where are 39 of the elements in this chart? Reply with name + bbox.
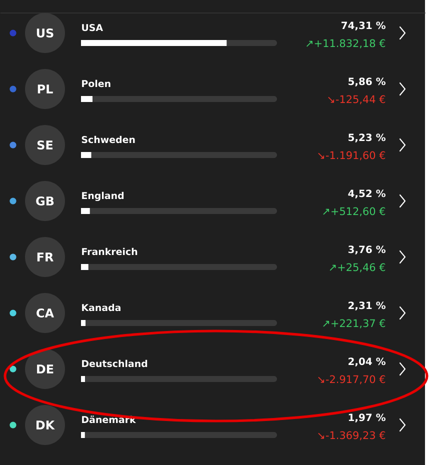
text: GB — [36, 196, 54, 206]
text: ↘-1.369,23 € — [318, 431, 386, 440]
data-label: 5,86 % — [348, 78, 386, 86]
text: ↘-125,44 € — [328, 95, 386, 104]
text: CA — [36, 308, 54, 318]
bar — [81, 152, 92, 158]
bar — [81, 320, 86, 326]
y-tick-label: Polen — [82, 80, 110, 88]
bar — [81, 432, 85, 438]
text: DK — [36, 420, 55, 430]
bar — [81, 208, 90, 214]
text: ↘-1.191,60 € — [318, 151, 386, 160]
bar — [81, 96, 92, 102]
y-tick-label: England — [82, 192, 124, 202]
data-label: 3,76 % — [348, 246, 386, 254]
data-label: 74,31 % — [342, 22, 386, 30]
text: DE — [37, 364, 54, 374]
text: PL — [38, 84, 53, 94]
text: ↗+512,60 € — [323, 207, 386, 216]
data-label: 2,04 % — [348, 358, 386, 366]
data-label: 4,52 % — [348, 190, 386, 198]
bar — [81, 264, 88, 270]
text: US — [36, 28, 54, 38]
text: ↘-2.917,70 € — [318, 375, 386, 384]
text: SE — [37, 140, 53, 150]
data-label: 2,31 % — [348, 302, 386, 310]
y-tick-label: Frankreich — [82, 248, 138, 256]
y-tick-label: Deutschland — [82, 360, 148, 368]
text: FR — [37, 252, 54, 262]
y-tick-label: USA — [82, 24, 103, 32]
text: ↗+11.832,18 € — [306, 39, 386, 48]
y-tick-label: Dänemark — [82, 416, 136, 424]
y-tick-label: Kanada — [82, 304, 120, 312]
data-label: 5,23 % — [348, 134, 386, 142]
y-tick-label: Schweden — [82, 136, 135, 144]
data-label: 1,97 % — [348, 414, 386, 422]
text: ↗+221,37 € — [323, 319, 386, 328]
bar — [81, 376, 85, 382]
text: ↗+25,46 € — [330, 263, 386, 272]
